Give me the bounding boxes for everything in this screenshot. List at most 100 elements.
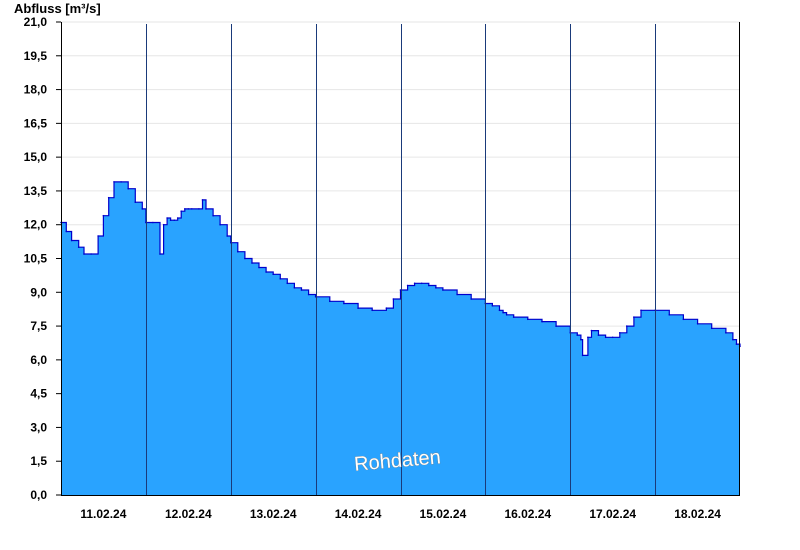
data-point — [65, 230, 68, 233]
y-tick-label: 10,5 — [24, 252, 48, 266]
data-point — [169, 219, 172, 221]
data-point — [597, 334, 600, 336]
data-point — [626, 325, 628, 327]
x-tick-label: 15.02.24 — [420, 507, 467, 521]
x-tick-label: 11.02.24 — [80, 507, 126, 521]
data-point — [357, 307, 359, 309]
data-point — [512, 316, 515, 318]
data-point — [385, 307, 388, 309]
data-point — [212, 214, 214, 217]
data-point — [127, 187, 129, 190]
data-point — [279, 278, 282, 280]
data-point — [180, 210, 182, 212]
data-point — [286, 282, 289, 285]
data-point — [640, 309, 642, 312]
data-point — [580, 338, 582, 341]
data-point — [668, 314, 671, 316]
data-point — [97, 235, 99, 237]
data-point — [413, 282, 416, 285]
x-tick-label: 13.02.24 — [250, 507, 297, 521]
data-point — [134, 201, 137, 203]
data-point — [251, 262, 253, 264]
data-point — [329, 300, 331, 303]
y-tick-label: 15,0 — [24, 150, 48, 164]
data-point — [619, 332, 621, 334]
data-point — [77, 246, 80, 248]
x-tick-label: 12.02.24 — [165, 507, 212, 521]
data-point — [633, 316, 635, 318]
data-point — [682, 318, 685, 321]
data-point — [587, 336, 589, 339]
y-tick-label: 16,5 — [24, 116, 48, 130]
y-tick-label: 12,0 — [24, 218, 48, 232]
data-point — [83, 253, 85, 255]
data-point — [406, 284, 409, 287]
data-point — [611, 336, 614, 339]
data-point — [219, 223, 221, 226]
data-point — [505, 314, 508, 316]
y-tick-label: 19,5 — [24, 49, 48, 63]
data-point — [527, 318, 529, 321]
data-point — [735, 343, 738, 345]
data-point — [456, 293, 458, 296]
data-point — [191, 208, 193, 210]
y-tick-label: 4,5 — [30, 387, 47, 401]
data-point — [696, 323, 699, 325]
y-tick-label: 7,5 — [30, 319, 47, 333]
data-point — [604, 336, 607, 339]
data-point — [70, 239, 73, 242]
y-tick-label: 9,0 — [30, 285, 47, 299]
data-point — [113, 181, 115, 183]
data-point — [152, 221, 154, 224]
data-point — [293, 287, 296, 289]
data-point — [107, 196, 110, 199]
data-point — [102, 214, 105, 217]
data-point — [581, 354, 584, 357]
x-ticks: 11.02.24 12.02.24 13.02.24 14.02.24 15.02.24… — [80, 507, 721, 521]
data-point — [237, 250, 239, 253]
data-point — [392, 298, 395, 300]
data-point — [491, 305, 494, 307]
y-tick-label: 1,5 — [30, 454, 47, 468]
data-point — [166, 217, 168, 219]
x-tick-label: 18.02.24 — [674, 507, 721, 521]
data-point — [470, 298, 473, 300]
axes — [61, 22, 740, 496]
y-ticks: 0,0 1,5 3,0 4,5 6,0 7,5 9,0 10,5 12,0 13,5 15,0 16,… — [24, 15, 61, 502]
data-point — [590, 329, 593, 332]
y-tick-label: 18,0 — [24, 83, 48, 97]
data-point — [725, 332, 727, 334]
x-tick-label: 16.02.24 — [504, 507, 551, 521]
data-point — [201, 199, 204, 201]
data-point — [173, 219, 175, 221]
data-point — [541, 320, 543, 323]
data-point — [176, 217, 179, 219]
data-point — [498, 309, 501, 312]
data-point — [307, 293, 310, 296]
x-tick-label: 17.02.24 — [589, 507, 636, 521]
data-point — [205, 208, 207, 210]
y-tick-label: 0,0 — [30, 488, 47, 502]
y-tick-label: 3,0 — [30, 420, 47, 434]
data-point — [343, 302, 345, 305]
y-tick-label: 13,5 — [24, 184, 48, 198]
y-axis-title: Abfluss [m³/s] — [14, 1, 101, 16]
x-tick-label: 14.02.24 — [335, 507, 382, 521]
data-point — [420, 282, 423, 285]
data-point — [371, 309, 374, 312]
data-point — [272, 273, 275, 276]
data-point — [226, 235, 228, 237]
data-point — [428, 284, 430, 287]
data-point — [399, 289, 402, 291]
y-tick-label: 6,0 — [30, 353, 47, 367]
data-point — [187, 208, 190, 210]
data-point — [184, 208, 186, 210]
area-series — [60, 181, 741, 495]
data-point — [710, 327, 713, 330]
day-dividers — [146, 24, 656, 495]
data-point — [576, 334, 579, 336]
data-point — [198, 208, 200, 210]
data-point — [159, 253, 161, 255]
data-point — [435, 287, 437, 289]
